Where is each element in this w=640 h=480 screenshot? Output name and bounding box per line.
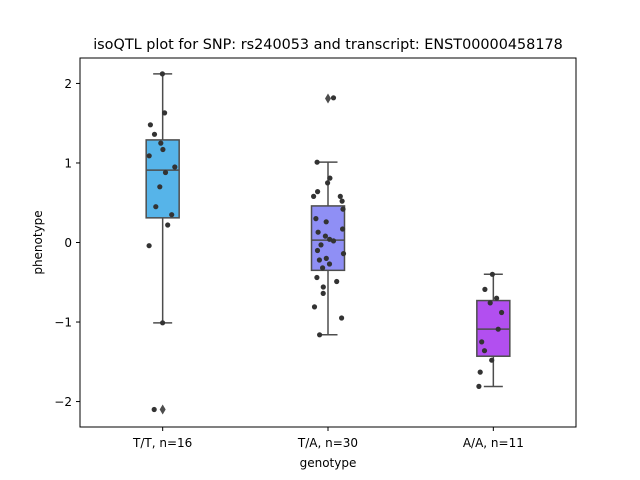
data-point bbox=[172, 164, 178, 170]
y-tick-label: 0 bbox=[64, 236, 72, 250]
data-point bbox=[499, 309, 505, 316]
data-point bbox=[165, 222, 171, 228]
y-tick-label: −1 bbox=[54, 316, 72, 330]
data-point bbox=[339, 315, 345, 321]
outlier-marker bbox=[159, 404, 166, 415]
data-point bbox=[330, 95, 337, 101]
y-axis-label: phenotype bbox=[31, 210, 45, 274]
data-point bbox=[162, 110, 168, 116]
data-point bbox=[340, 251, 347, 257]
data-point bbox=[160, 320, 166, 326]
data-point bbox=[320, 290, 326, 296]
data-point bbox=[482, 286, 488, 292]
box bbox=[476, 299, 511, 357]
data-point bbox=[325, 180, 331, 186]
data-point bbox=[159, 71, 165, 77]
data-point bbox=[151, 131, 158, 137]
data-point bbox=[160, 146, 166, 153]
data-point bbox=[489, 357, 495, 363]
data-point bbox=[476, 383, 482, 389]
data-point bbox=[340, 206, 346, 212]
data-point bbox=[495, 326, 501, 332]
data-point bbox=[327, 236, 333, 242]
plot-area: −2 −1 0 1 2 T/T, n=16 T/A, n=30 A/A, n=11 bbox=[54, 71, 524, 450]
data-point bbox=[153, 204, 159, 210]
data-point bbox=[494, 295, 500, 301]
data-point bbox=[147, 122, 153, 128]
data-point bbox=[313, 216, 319, 222]
data-point bbox=[323, 255, 329, 261]
data-point bbox=[326, 261, 333, 267]
data-point bbox=[314, 247, 321, 254]
data-point bbox=[314, 274, 320, 281]
data-point bbox=[146, 243, 152, 249]
box bbox=[145, 139, 180, 219]
data-point bbox=[487, 300, 493, 306]
data-point bbox=[311, 193, 317, 199]
y-tick-label: 1 bbox=[64, 156, 72, 170]
data-point bbox=[314, 159, 320, 165]
data-point bbox=[481, 348, 488, 354]
data-point bbox=[339, 198, 345, 204]
x-tick-label: A/A, n=11 bbox=[463, 436, 524, 450]
data-point bbox=[316, 257, 322, 263]
data-point bbox=[157, 184, 163, 190]
data-point bbox=[489, 271, 495, 277]
data-point bbox=[323, 219, 329, 225]
data-point bbox=[311, 304, 318, 310]
y-tick-label: 2 bbox=[64, 77, 72, 91]
data-point bbox=[340, 226, 346, 232]
data-point bbox=[315, 189, 321, 195]
x-tick-label: T/T, n=16 bbox=[132, 436, 192, 450]
data-point bbox=[320, 284, 326, 290]
data-point bbox=[327, 175, 333, 181]
data-point bbox=[169, 212, 175, 218]
chart-title: isoQTL plot for SNP: rs240053 and transc… bbox=[93, 37, 563, 53]
data-point bbox=[334, 278, 340, 285]
x-axis-label: genotype bbox=[300, 456, 357, 470]
data-point bbox=[315, 229, 321, 235]
data-point bbox=[158, 140, 164, 146]
outlier-marker bbox=[325, 93, 331, 104]
data-point bbox=[322, 233, 328, 239]
data-point bbox=[162, 169, 169, 176]
data-point bbox=[317, 332, 323, 338]
plot-frame bbox=[79, 57, 577, 428]
y-tick-label: −2 bbox=[54, 395, 72, 409]
data-point bbox=[479, 339, 485, 345]
data-point bbox=[151, 406, 157, 413]
data-point bbox=[337, 193, 343, 199]
data-point bbox=[320, 265, 326, 271]
data-point bbox=[330, 238, 337, 244]
data-point bbox=[318, 242, 324, 248]
x-tick-label: T/A, n=30 bbox=[297, 436, 358, 450]
data-point bbox=[477, 369, 483, 375]
data-point bbox=[146, 153, 152, 159]
